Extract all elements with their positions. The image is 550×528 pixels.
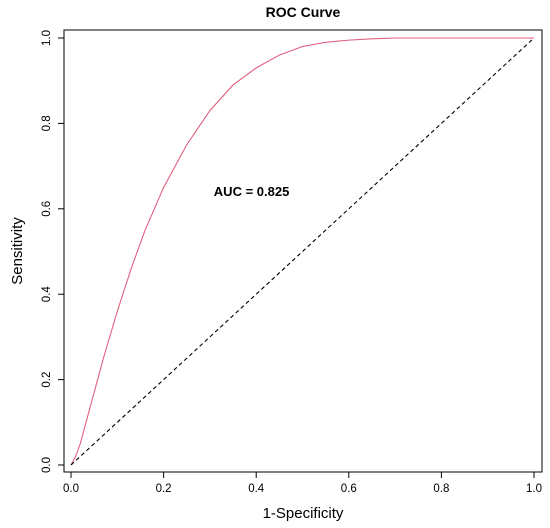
roc-curve-line [70, 37, 534, 466]
chart-title: ROC Curve [266, 4, 341, 20]
y-axis: 0.0 0.2 0.4 0.6 0.8 1.0 [41, 30, 65, 473]
y-tick-label: 0.2 [41, 372, 53, 388]
x-tick-label: 0.0 [63, 483, 79, 495]
y-tick-label: 1.0 [41, 30, 53, 46]
y-axis-label: Sensitivity [9, 217, 26, 285]
auc-annotation: AUC = 0.825 [214, 184, 290, 199]
x-tick-label: 0.2 [156, 483, 172, 495]
series-layer [70, 37, 535, 466]
y-tick-label: 0.6 [41, 201, 53, 217]
y-tick-label: 0.8 [41, 115, 53, 131]
x-axis-label: 1-Specificity [263, 505, 344, 522]
x-tick-label: 0.4 [248, 483, 265, 495]
x-tick-label: 0.8 [433, 483, 449, 495]
x-tick-label: 1.0 [526, 483, 542, 495]
y-tick-label: 0.0 [41, 457, 53, 473]
y-tick-label: 0.4 [41, 286, 53, 303]
x-tick-label: 0.6 [341, 483, 357, 495]
reference-diagonal-line [70, 37, 535, 466]
x-axis: 0.0 0.2 0.4 0.6 0.8 1.0 [63, 471, 542, 495]
